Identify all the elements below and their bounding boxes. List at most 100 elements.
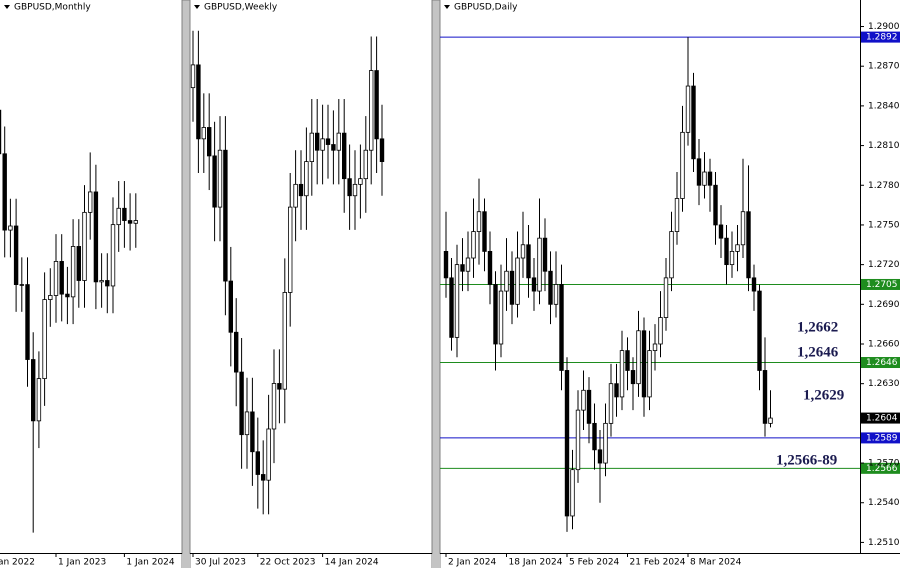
- y-tick-label: 1.2780: [868, 181, 900, 191]
- x-tick-label: 8 Mar 2024: [690, 558, 742, 568]
- candle-body: [59, 261, 64, 295]
- candle-body: [8, 225, 13, 231]
- candle-body: [358, 178, 363, 185]
- daily-panel: GBPUSD,Daily 1,2662 1,2646 1,2629 1,2566-89: [440, 3, 860, 532]
- candle-body: [13, 225, 19, 285]
- candle-body: [575, 409, 581, 471]
- candle-body: [239, 371, 244, 436]
- dropdown-arrow: [4, 5, 10, 9]
- y-tick-label: 1.2570: [868, 459, 900, 469]
- panel-splitter[interactable]: [431, 0, 441, 568]
- candle-body: [658, 317, 663, 345]
- panel-title: GBPUSD,Monthly: [14, 3, 91, 13]
- candle-body: [691, 85, 696, 160]
- candle-body: [482, 211, 487, 252]
- candle-body: [336, 132, 341, 151]
- candle-body: [363, 149, 368, 180]
- candle-body: [614, 383, 619, 398]
- candle-body: [133, 220, 138, 224]
- candle-body: [99, 280, 104, 283]
- panel-title: GBPUSD,Daily: [454, 3, 518, 13]
- candle-body: [277, 383, 282, 390]
- y-tick-label: 1.2810: [868, 141, 900, 151]
- x-tick-label: 2 Jan 2024: [448, 558, 496, 568]
- candle-body: [581, 389, 586, 411]
- candle-body: [116, 207, 121, 226]
- price-label: 1.2646: [866, 358, 898, 368]
- candle-body: [315, 132, 320, 151]
- y-tick-label: 1.2840: [868, 101, 900, 111]
- candle-body: [559, 284, 564, 371]
- candle-body: [762, 370, 768, 424]
- candle-body: [630, 370, 636, 385]
- candle-body: [206, 127, 212, 157]
- candle-body: [65, 293, 70, 298]
- x-tick-label: 1 Jan 2023: [58, 558, 106, 568]
- candle-body: [597, 449, 603, 464]
- candle-body: [487, 250, 493, 285]
- y-tick-label: 1.2750: [868, 220, 900, 230]
- candle-body: [379, 138, 385, 163]
- candle-body: [325, 138, 331, 145]
- y-tick-label: 1.2630: [868, 379, 900, 389]
- candle-body: [25, 284, 30, 360]
- candle-body: [454, 264, 460, 338]
- price-label: 1.2604: [866, 414, 898, 424]
- candle-body: [266, 428, 271, 481]
- candle-body: [603, 422, 608, 464]
- candle-body: [537, 237, 542, 292]
- candle-body: [347, 178, 352, 197]
- candle-body: [707, 171, 713, 186]
- candle-body: [88, 191, 93, 213]
- candle-body: [746, 211, 751, 279]
- candle-body: [647, 350, 652, 398]
- candle-body: [553, 284, 559, 305]
- candle-body: [724, 237, 729, 266]
- candle-body: [288, 206, 293, 293]
- candle-body: [374, 70, 379, 140]
- candle-body: [509, 270, 515, 305]
- candle-body: [570, 469, 575, 517]
- candle-body: [531, 277, 537, 292]
- panel-splitter[interactable]: [181, 0, 191, 568]
- candle-body: [53, 261, 59, 296]
- candle-body: [526, 244, 531, 279]
- candle-body: [669, 231, 674, 279]
- candle-body: [636, 330, 641, 385]
- x-tick-label: 1 Jan 2024: [126, 558, 174, 568]
- y-tick-label: 1.2870: [868, 62, 900, 72]
- candle-body: [93, 191, 99, 283]
- candle-body: [515, 257, 520, 305]
- candle-body: [685, 85, 691, 133]
- candle-body: [476, 211, 482, 232]
- candle-body: [105, 280, 110, 287]
- candle-body: [718, 224, 724, 239]
- candle-body: [729, 250, 735, 266]
- candle-body: [228, 280, 233, 333]
- candle-body: [449, 277, 454, 338]
- price-label: 1.2705: [866, 280, 898, 290]
- candle-body: [244, 411, 250, 436]
- candle-body: [713, 184, 718, 226]
- price-label: 1.2589: [866, 433, 898, 443]
- annotation: 1,2629: [803, 387, 844, 403]
- candle-body: [674, 198, 680, 232]
- candle-body: [652, 343, 658, 352]
- candle-body: [201, 127, 206, 140]
- price-label-box: [861, 357, 900, 369]
- candle-body: [443, 250, 449, 279]
- price-label-box: [861, 462, 900, 474]
- candle-body: [460, 264, 465, 272]
- candle-body: [255, 451, 260, 475]
- candle-body: [36, 378, 42, 422]
- candle-body: [680, 131, 685, 199]
- candle-body: [735, 244, 740, 252]
- y-tick-label: 1.2660: [868, 339, 900, 349]
- candle-body: [352, 183, 358, 197]
- candle-body: [608, 383, 614, 424]
- annotation: 1,2566-89: [776, 452, 837, 468]
- candle-body: [48, 295, 53, 300]
- candle-body: [0, 109, 2, 155]
- candle-body: [702, 171, 707, 186]
